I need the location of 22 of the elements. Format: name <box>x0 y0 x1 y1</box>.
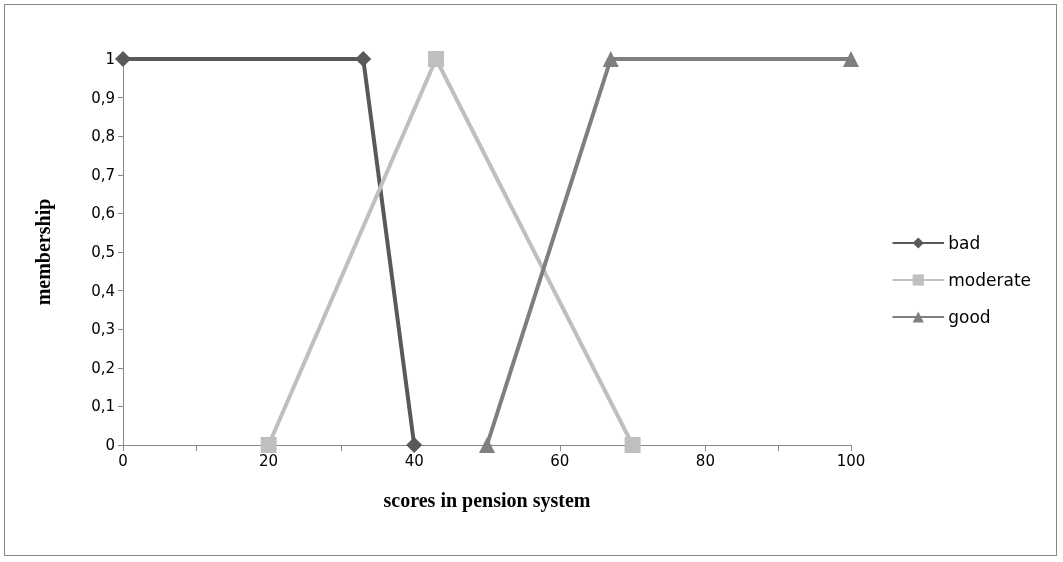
x-tick-label: 0 <box>118 451 128 470</box>
x-tick-label: 80 <box>695 451 715 470</box>
y-tick-label: 0,2 <box>91 358 115 377</box>
y-tick-label: 0,9 <box>91 88 115 107</box>
x-tick-label: 40 <box>404 451 424 470</box>
legend-label: good <box>948 307 991 327</box>
x-axis-title: scores in pension system <box>383 489 591 512</box>
y-tick-label: 0,4 <box>91 281 115 300</box>
y-tick-label: 0,7 <box>91 165 115 184</box>
legend-label: bad <box>948 233 981 253</box>
y-tick-label: 0,1 <box>91 397 115 416</box>
legend-label: moderate <box>948 270 1032 290</box>
x-tick-label: 100 <box>836 451 866 470</box>
y-tick-label: 0 <box>105 436 115 454</box>
y-tick-label: 0,8 <box>91 127 115 146</box>
x-tick-label: 60 <box>550 451 570 470</box>
x-tick-label: 20 <box>259 451 279 470</box>
y-tick-label: 1 <box>105 50 115 68</box>
y-axis-title: membership <box>32 198 55 306</box>
y-tick-label: 0,3 <box>91 320 115 339</box>
y-tick-label: 0,5 <box>91 243 115 261</box>
y-tick-label: 0,6 <box>91 204 115 223</box>
